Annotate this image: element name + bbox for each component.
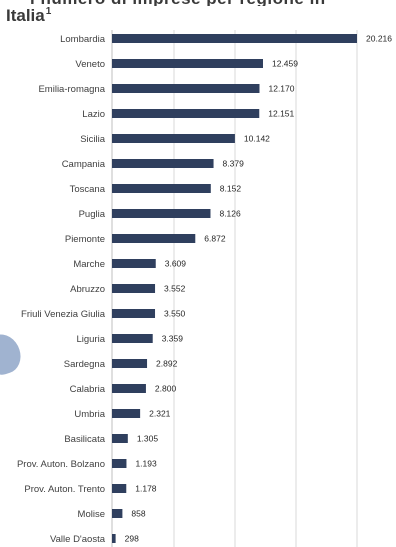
bar-6 [112, 159, 214, 168]
data-label-21: 298 [125, 534, 139, 544]
category-label-18: Prov. Auton. Bolzano [17, 459, 105, 470]
bar-8 [112, 209, 211, 218]
data-label-3: 12.170 [268, 84, 294, 94]
bar-5 [112, 134, 235, 143]
footnote-marker: 1 [45, 6, 52, 17]
bar-2 [112, 59, 263, 68]
category-label-11: Abruzzo [70, 284, 105, 295]
data-label-5: 10.142 [244, 134, 270, 144]
data-label-7: 8.152 [220, 184, 242, 194]
category-label-12: Friuli Venezia Giulia [21, 309, 106, 320]
data-label-1: 20.216 [366, 34, 392, 44]
category-label-14: Sardegna [64, 359, 106, 370]
data-label-14: 2.892 [156, 359, 178, 369]
data-label-8: 8.126 [219, 209, 241, 219]
data-label-2: 12.459 [272, 59, 298, 69]
data-label-10: 3.609 [165, 259, 187, 269]
category-label-13: Liguria [76, 334, 105, 345]
data-label-18: 1.193 [135, 459, 157, 469]
data-label-19: 1.178 [135, 484, 157, 494]
category-label-21: Valle D'aosta [50, 534, 106, 545]
bar-11 [112, 284, 156, 293]
data-label-15: 2.800 [155, 384, 177, 394]
data-label-20: 858 [131, 509, 145, 519]
bar-17 [112, 434, 128, 443]
bar-14 [112, 359, 148, 368]
bar-16 [112, 409, 141, 418]
data-label-4: 12.151 [268, 109, 294, 119]
data-label-9: 6.872 [204, 234, 226, 244]
bar-10 [112, 259, 156, 268]
category-label-3: Emilia-romagna [38, 84, 105, 95]
category-label-5: Sicilia [80, 134, 106, 145]
bar-18 [112, 459, 127, 468]
category-label-8: Puglia [79, 209, 106, 220]
category-label-17: Basilicata [64, 434, 105, 445]
bar-19 [112, 484, 127, 493]
category-label-9: Piemonte [65, 234, 105, 245]
bar-4 [112, 109, 260, 118]
bar-15 [112, 384, 146, 393]
category-label-10: Marche [73, 259, 105, 270]
bar-9 [112, 234, 196, 243]
bar-20 [112, 509, 123, 518]
data-label-16: 2.321 [149, 409, 171, 419]
category-label-6: Campania [62, 159, 106, 170]
bar-7 [112, 184, 211, 193]
category-label-16: Umbria [74, 409, 105, 420]
data-label-17: 1.305 [137, 434, 159, 444]
bar-12 [112, 309, 156, 318]
category-label-7: Toscana [70, 184, 106, 195]
data-label-13: 3.359 [162, 334, 184, 344]
bar-13 [112, 334, 153, 343]
data-label-11: 3.552 [164, 284, 186, 294]
chart-title-text: Italia [6, 6, 45, 25]
category-label-2: Veneto [75, 59, 105, 70]
category-label-19: Prov. Auton. Trento [24, 484, 105, 495]
cropped-heading-fragment: l numero di imprese per regione in [0, 0, 396, 6]
bar-1 [112, 34, 357, 43]
category-label-20: Molise [78, 509, 105, 520]
category-label-1: Lombardia [60, 34, 106, 45]
data-label-12: 3.550 [164, 309, 186, 319]
category-label-15: Calabria [70, 384, 106, 395]
data-label-6: 8.379 [223, 159, 245, 169]
bar-3 [112, 84, 260, 93]
category-label-4: Lazio [82, 109, 105, 120]
bar-21 [112, 534, 116, 543]
chart-title: Italia1 [6, 6, 51, 26]
